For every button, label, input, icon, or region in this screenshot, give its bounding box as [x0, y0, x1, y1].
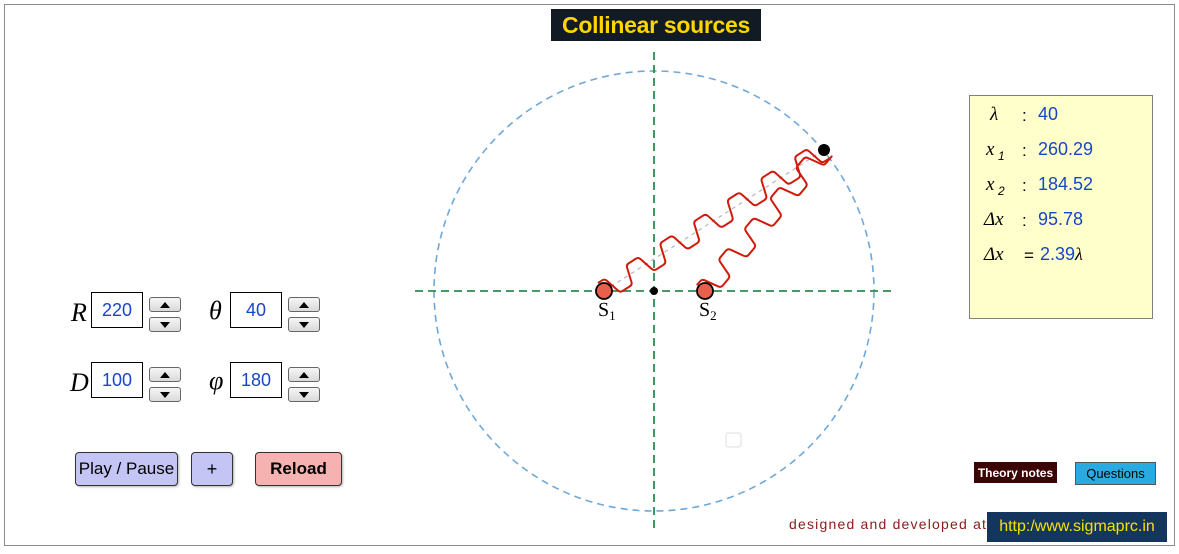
svg-text:S1: S1	[598, 299, 616, 323]
svg-text:S2: S2	[699, 299, 717, 323]
